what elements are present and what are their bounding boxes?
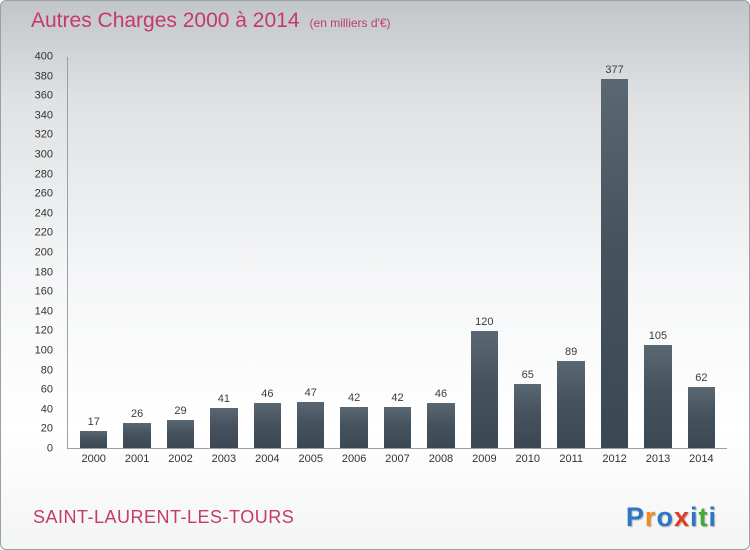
bar-slot: 46 2004 <box>246 57 289 465</box>
chart-header: Autres Charges 2000 à 2014 (en milliers … <box>31 9 729 33</box>
chart-subtitle: (en milliers d'€) <box>309 16 391 30</box>
y-axis: 0 20 40 60 80 100 120 140 160 180 200 220 240 260 280 3… <box>15 51 61 454</box>
y-tick-label: 100 <box>34 344 53 357</box>
y-tick-label: 240 <box>34 207 53 220</box>
logo-letter: r <box>644 502 657 532</box>
bar-slot: 105 2013 <box>636 57 679 465</box>
y-tick-label: 40 <box>40 403 53 416</box>
y-tick-label: 280 <box>34 168 53 181</box>
proxiti-logo: Proxiti <box>626 502 717 533</box>
x-tick-label: 2006 <box>341 453 367 465</box>
bar-slot: 377 2012 <box>593 57 636 465</box>
logo-letter: t <box>698 502 709 532</box>
chart-title: Autres Charges 2000 à 2014 <box>31 9 300 32</box>
bar-value-label: 42 <box>348 391 361 404</box>
bar <box>687 387 716 448</box>
bar <box>514 384 542 448</box>
bar-value-label: 89 <box>565 346 578 359</box>
y-tick-label: 220 <box>34 226 53 239</box>
bar-value-label: 46 <box>434 388 448 401</box>
bar-value-label: 120 <box>475 315 494 328</box>
logo-letter: P <box>625 502 645 532</box>
bar <box>383 406 412 448</box>
y-tick-label: 160 <box>34 285 53 298</box>
y-tick-label: 180 <box>34 266 53 279</box>
x-tick-label: 2007 <box>385 453 410 465</box>
bar <box>297 402 325 448</box>
y-tick-label: 80 <box>40 364 53 377</box>
bar <box>253 403 282 448</box>
bar-slot: 42 2006 <box>332 57 375 465</box>
bar-slot: 89 2011 <box>549 57 592 465</box>
x-tick-label: 2002 <box>168 453 193 465</box>
bar-value-label: 17 <box>87 416 100 429</box>
bar-slot: 46 2008 <box>419 57 462 465</box>
bar <box>644 345 672 448</box>
x-tick-label: 2009 <box>472 453 497 465</box>
y-tick-label: 120 <box>34 324 53 337</box>
x-tick-label: 2004 <box>255 453 280 465</box>
plot-area: 17 2000 26 2001 29 2002 41 2003 46 2004 47 2005 42 20… <box>67 57 727 465</box>
x-tick-label: 2012 <box>602 453 627 465</box>
bar-value-label: 65 <box>521 369 534 382</box>
bar <box>557 361 585 448</box>
x-tick-label: 2013 <box>645 453 671 465</box>
logo-letter: i <box>708 502 717 532</box>
x-tick-label: 2000 <box>81 453 106 465</box>
bar-value-label: 46 <box>261 388 274 401</box>
x-tick-label: 2011 <box>559 453 583 465</box>
bar-slot: 41 2003 <box>202 57 245 465</box>
bar <box>80 431 108 448</box>
x-tick-label: 2008 <box>428 453 454 465</box>
y-tick-label: 20 <box>40 422 53 435</box>
x-tick-label: 2014 <box>689 453 714 465</box>
y-tick-label: 320 <box>34 128 53 141</box>
bar-slot: 29 2002 <box>159 57 202 465</box>
footer: SAINT-LAURENT-LES-TOURS Proxiti <box>33 502 717 533</box>
y-tick-label: 360 <box>34 89 53 102</box>
bar-value-label: 377 <box>605 64 624 77</box>
x-tick-label: 2001 <box>124 453 150 465</box>
bar-value-label: 62 <box>695 372 708 385</box>
y-tick-label: 380 <box>34 70 53 83</box>
y-tick-label: 340 <box>34 109 53 122</box>
y-tick-label: 60 <box>40 383 53 396</box>
bar-value-label: 105 <box>648 330 668 343</box>
bar <box>340 406 368 448</box>
y-tick-label: 0 <box>46 442 53 455</box>
bar-slot: 62 2014 <box>680 57 723 465</box>
bar <box>166 419 195 448</box>
bar-value-label: 26 <box>130 407 144 420</box>
bar <box>600 79 629 448</box>
x-tick-label: 2003 <box>211 453 237 465</box>
bar-value-label: 29 <box>174 404 187 417</box>
bar-value-label: 47 <box>304 387 317 400</box>
bar <box>470 330 499 448</box>
logo-letter: o <box>656 502 674 532</box>
bar-slot: 120 2009 <box>463 57 506 465</box>
bar-slot: 17 2000 <box>72 57 115 465</box>
bar <box>210 407 238 448</box>
bar-slot: 65 2010 <box>506 57 549 465</box>
bar <box>123 422 151 448</box>
y-tick-label: 400 <box>34 50 53 63</box>
x-tick-label: 2010 <box>515 453 540 465</box>
bar <box>427 403 455 448</box>
bar-slot: 47 2005 <box>289 57 332 465</box>
logo-letter: x <box>673 502 690 532</box>
y-tick-label: 260 <box>34 187 53 200</box>
bar-slot: 42 2007 <box>376 57 419 465</box>
bar-chart: 0 20 40 60 80 100 120 140 160 180 200 220 240 260 280 3… <box>15 49 735 475</box>
y-tick-label: 300 <box>34 148 53 161</box>
y-tick-label: 140 <box>34 305 53 318</box>
y-tick-label: 200 <box>34 246 53 259</box>
footer-location: SAINT-LAURENT-LES-TOURS <box>33 507 295 527</box>
x-tick-label: 2005 <box>298 453 323 465</box>
logo-letter: i <box>689 502 699 532</box>
bar-slot: 26 2001 <box>115 57 158 465</box>
bar-value-label: 41 <box>217 392 231 405</box>
bar-value-label: 42 <box>391 391 404 404</box>
